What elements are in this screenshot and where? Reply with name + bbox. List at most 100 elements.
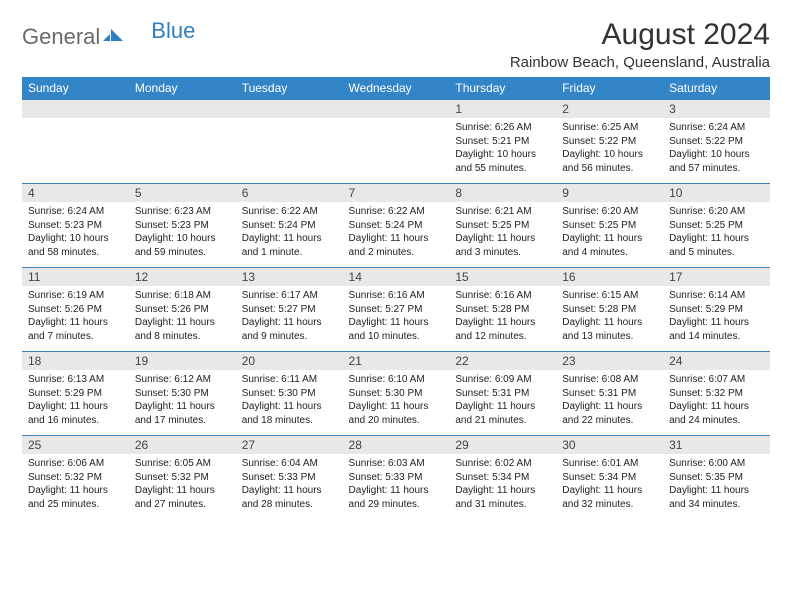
sunrise-text: Sunrise: 6:03 AM <box>349 457 444 471</box>
sunrise-text: Sunrise: 6:04 AM <box>242 457 337 471</box>
day-number-cell: 1 <box>449 100 556 119</box>
day-number-cell <box>22 100 129 119</box>
daylight-text-2: and 18 minutes. <box>242 414 337 428</box>
day-cell <box>343 118 450 184</box>
logo: General Blue <box>22 18 195 50</box>
sunset-text: Sunset: 5:32 PM <box>28 471 123 485</box>
sunset-text: Sunset: 5:29 PM <box>28 387 123 401</box>
day-header: Wednesday <box>343 77 450 100</box>
day-number-cell: 29 <box>449 436 556 455</box>
sunset-text: Sunset: 5:25 PM <box>562 219 657 233</box>
daylight-text-2: and 8 minutes. <box>135 330 230 344</box>
daylight-text-2: and 7 minutes. <box>28 330 123 344</box>
sunrise-text: Sunrise: 6:20 AM <box>669 205 764 219</box>
day-cell: Sunrise: 6:20 AMSunset: 5:25 PMDaylight:… <box>663 202 770 268</box>
sunrise-text: Sunrise: 6:16 AM <box>455 289 550 303</box>
logo-text-blue: Blue <box>151 18 195 44</box>
daylight-text-1: Daylight: 11 hours <box>242 484 337 498</box>
day-number-cell: 24 <box>663 352 770 371</box>
week-content-row: Sunrise: 6:13 AMSunset: 5:29 PMDaylight:… <box>22 370 770 436</box>
sunset-text: Sunset: 5:30 PM <box>135 387 230 401</box>
daylight-text-2: and 1 minute. <box>242 246 337 260</box>
sunset-text: Sunset: 5:25 PM <box>669 219 764 233</box>
sunset-text: Sunset: 5:31 PM <box>562 387 657 401</box>
day-cell: Sunrise: 6:16 AMSunset: 5:27 PMDaylight:… <box>343 286 450 352</box>
day-number-cell: 14 <box>343 268 450 287</box>
daylight-text-1: Daylight: 11 hours <box>562 400 657 414</box>
sunrise-text: Sunrise: 6:15 AM <box>562 289 657 303</box>
title-block: August 2024 Rainbow Beach, Queensland, A… <box>510 18 770 71</box>
day-header: Friday <box>556 77 663 100</box>
day-cell: Sunrise: 6:23 AMSunset: 5:23 PMDaylight:… <box>129 202 236 268</box>
sunset-text: Sunset: 5:25 PM <box>455 219 550 233</box>
daylight-text-2: and 2 minutes. <box>349 246 444 260</box>
day-cell: Sunrise: 6:10 AMSunset: 5:30 PMDaylight:… <box>343 370 450 436</box>
sunrise-text: Sunrise: 6:21 AM <box>455 205 550 219</box>
location-text: Rainbow Beach, Queensland, Australia <box>510 54 770 71</box>
daylight-text-2: and 31 minutes. <box>455 498 550 512</box>
sunset-text: Sunset: 5:32 PM <box>669 387 764 401</box>
day-number-cell: 8 <box>449 184 556 203</box>
day-number-row: 11121314151617 <box>22 268 770 287</box>
daylight-text-2: and 13 minutes. <box>562 330 657 344</box>
daylight-text-1: Daylight: 11 hours <box>28 316 123 330</box>
day-cell: Sunrise: 6:13 AMSunset: 5:29 PMDaylight:… <box>22 370 129 436</box>
day-cell <box>22 118 129 184</box>
week-content-row: Sunrise: 6:26 AMSunset: 5:21 PMDaylight:… <box>22 118 770 184</box>
day-header: Monday <box>129 77 236 100</box>
daylight-text-2: and 29 minutes. <box>349 498 444 512</box>
day-number-cell: 15 <box>449 268 556 287</box>
sunrise-text: Sunrise: 6:05 AM <box>135 457 230 471</box>
daylight-text-2: and 25 minutes. <box>28 498 123 512</box>
daylight-text-2: and 3 minutes. <box>455 246 550 260</box>
daylight-text-1: Daylight: 11 hours <box>28 400 123 414</box>
sunrise-text: Sunrise: 6:20 AM <box>562 205 657 219</box>
sunrise-text: Sunrise: 6:17 AM <box>242 289 337 303</box>
day-number-cell: 10 <box>663 184 770 203</box>
daylight-text-1: Daylight: 10 hours <box>455 148 550 162</box>
day-number-cell: 16 <box>556 268 663 287</box>
daylight-text-1: Daylight: 11 hours <box>242 232 337 246</box>
daylight-text-1: Daylight: 11 hours <box>28 484 123 498</box>
day-header: Thursday <box>449 77 556 100</box>
sunset-text: Sunset: 5:21 PM <box>455 135 550 149</box>
day-number-cell: 5 <box>129 184 236 203</box>
day-cell: Sunrise: 6:12 AMSunset: 5:30 PMDaylight:… <box>129 370 236 436</box>
day-cell: Sunrise: 6:11 AMSunset: 5:30 PMDaylight:… <box>236 370 343 436</box>
day-cell: Sunrise: 6:09 AMSunset: 5:31 PMDaylight:… <box>449 370 556 436</box>
day-cell: Sunrise: 6:01 AMSunset: 5:34 PMDaylight:… <box>556 454 663 519</box>
week-content-row: Sunrise: 6:24 AM Sunset: 5:23 PM Daylight:… <box>22 202 770 268</box>
day-cell: Sunrise: 6:06 AMSunset: 5:32 PMDaylight:… <box>22 454 129 519</box>
day-cell: Sunrise: 6:25 AMSunset: 5:22 PMDaylight:… <box>556 118 663 184</box>
daylight-text-1: Daylight: 10 hours <box>28 232 123 246</box>
day-cell <box>236 118 343 184</box>
day-number-cell: 3 <box>663 100 770 119</box>
daylight-text-2: and 20 minutes. <box>349 414 444 428</box>
day-cell: Sunrise: 6:00 AMSunset: 5:35 PMDaylight:… <box>663 454 770 519</box>
sunset-text: Sunset: 5:23 PM <box>135 219 230 233</box>
sunrise-text: Sunrise: 6:24 AM <box>28 205 123 219</box>
daylight-text-1: Daylight: 10 hours <box>562 148 657 162</box>
daylight-text-1: Daylight: 11 hours <box>455 316 550 330</box>
sunset-text: Sunset: 5:27 PM <box>242 303 337 317</box>
daylight-text-1: Daylight: 10 hours <box>669 148 764 162</box>
day-number-row: 123 <box>22 100 770 119</box>
day-number-cell: 13 <box>236 268 343 287</box>
day-number-cell: 17 <box>663 268 770 287</box>
sunset-text: Sunset: 5:34 PM <box>455 471 550 485</box>
page-header: General Blue August 2024 Rainbow Beach, … <box>22 18 770 71</box>
sunset-text: Sunset: 5:30 PM <box>242 387 337 401</box>
day-number-cell: 20 <box>236 352 343 371</box>
sunset-text: Sunset: 5:28 PM <box>562 303 657 317</box>
daylight-text-2: and 12 minutes. <box>455 330 550 344</box>
day-number-cell: 2 <box>556 100 663 119</box>
sunrise-text: Sunrise: 6:00 AM <box>669 457 764 471</box>
day-cell: Sunrise: 6:15 AMSunset: 5:28 PMDaylight:… <box>556 286 663 352</box>
sunrise-text: Sunrise: 6:12 AM <box>135 373 230 387</box>
sunrise-text: Sunrise: 6:22 AM <box>242 205 337 219</box>
daylight-text-1: Daylight: 11 hours <box>242 316 337 330</box>
week-content-row: Sunrise: 6:06 AMSunset: 5:32 PMDaylight:… <box>22 454 770 519</box>
sunset-text: Sunset: 5:31 PM <box>455 387 550 401</box>
daylight-text-2: and 55 minutes. <box>455 162 550 176</box>
day-header: Saturday <box>663 77 770 100</box>
